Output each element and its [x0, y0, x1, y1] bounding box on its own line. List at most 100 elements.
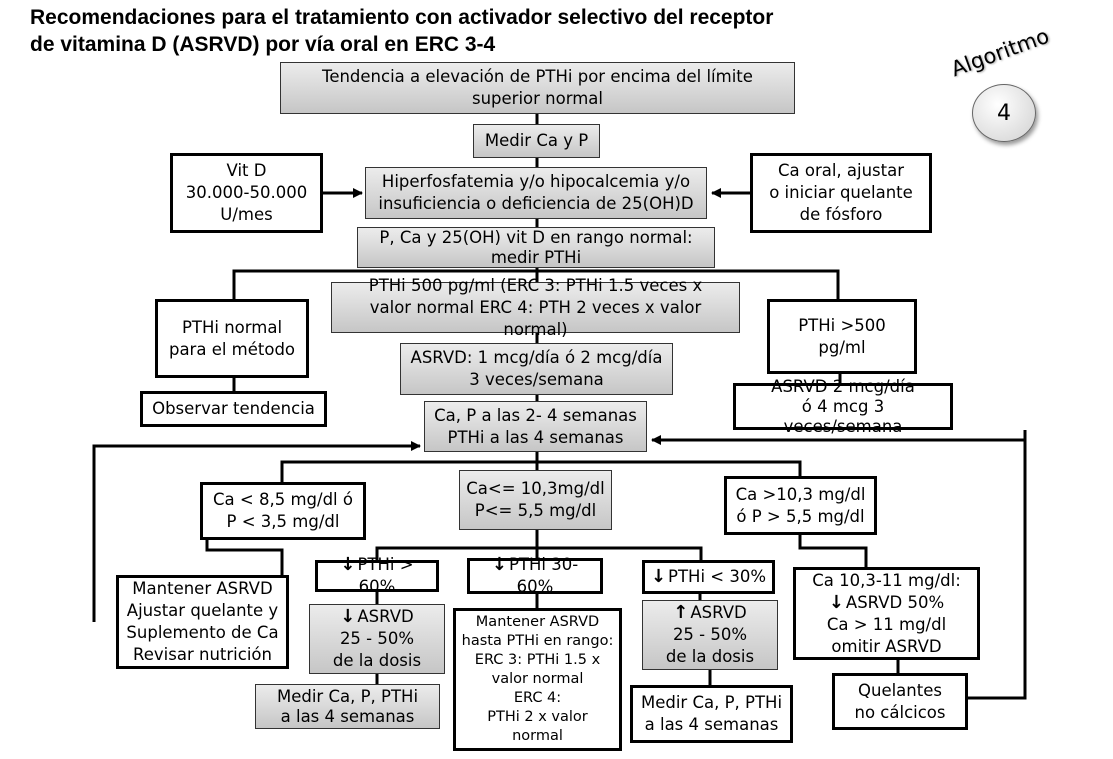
- arrow-down-icon: ↓: [491, 554, 507, 575]
- node-medir-4-semanas-left: Medir Ca, P, PTHi a las 4 semanas: [255, 684, 440, 729]
- node-medir-ca-p: Medir Ca y P: [473, 124, 600, 158]
- node-ca-p-semanas: Ca, P a las 2- 4 semanas PTHi a las 4 sem…: [424, 401, 647, 452]
- node-asrvd-decrease: ↓ ASRVD 25 - 50% de la dosis: [309, 604, 445, 674]
- node-text: ASRVD: 1 mcg/día ó 2 mcg/día: [410, 348, 663, 367]
- node-text: PTHi 500 pg/ml (ERC 3: PTHi 1.5 veces x: [368, 275, 703, 295]
- node-tendencia-pthi: Tendencia a elevación de PTHi por encima…: [280, 62, 795, 114]
- node-text: 25 - 50%: [339, 629, 415, 648]
- arrow-down-icon: ↓: [828, 591, 844, 613]
- node-text: ASRVD: [357, 607, 414, 626]
- node-ca-low: Ca < 8,5 mg/dl ó P < 3,5 mg/dl: [200, 482, 366, 540]
- node-observar-tendencia: Observar tendencia: [140, 391, 327, 427]
- node-text: Medir Ca, P, PTHi: [276, 686, 419, 706]
- node-asrvd-2mcg: ASRVD 2 mcg/día ó 4 mcg 3 veces/semana: [733, 377, 953, 436]
- node-text: Ca oral, ajustar: [777, 161, 905, 180]
- node-text: Revisar nutrición: [133, 645, 272, 664]
- node-text: ERC 3: PTHi 1.5 x: [474, 652, 601, 668]
- node-text: insuficiencia o deficiencia de 25(OH)D: [378, 194, 694, 213]
- node-text: Ca<= 10,3mg/dl: [466, 479, 605, 498]
- node-text: normal: [512, 728, 563, 744]
- node-text: P < 3,5 mg/dl: [226, 512, 340, 531]
- node-text: o iniciar quelante: [769, 183, 913, 202]
- node-text: Medir Ca, P, PTHi: [640, 693, 783, 712]
- node-text: Ca 10,3-11 mg/dl:: [812, 570, 961, 590]
- node-text: superior normal: [471, 89, 603, 108]
- node-quelantes: Quelantes no cálcicos: [832, 673, 968, 730]
- node-text: para el método: [168, 339, 296, 359]
- node-text: Tendencia a elevación de PTHi por encima…: [322, 67, 753, 86]
- title-line-1: Recomendaciones para el tratamiento con …: [30, 6, 774, 29]
- node-text: Hiperfosfatemia y/o hipocalcemia y/o: [381, 172, 691, 191]
- node-text: ó 4 mcg 3 veces/semana: [783, 396, 903, 436]
- node-text: ASRVD: [690, 603, 747, 622]
- node-text: Ca < 8,5 mg/dl ó: [213, 490, 353, 509]
- node-text: 3 veces/semana: [469, 370, 604, 389]
- node-mantener-ajustar: Mantener ASRVD Ajustar quelante y Suplemen…: [116, 575, 289, 669]
- arrow-down-icon: ↓: [340, 554, 356, 575]
- node-pthi-gt-500: PTHi >500 pg/ml: [767, 299, 917, 374]
- node-text: 25 - 50%: [672, 625, 748, 644]
- node-text: no cálcicos: [854, 702, 946, 722]
- node-text: Observar tendencia: [152, 399, 315, 418]
- node-text: P, Ca y 25(OH) vit D en rango normal:: [379, 227, 693, 247]
- node-text: hasta PTHi en rango:: [461, 633, 614, 649]
- node-text: Ca, P a las 2- 4 semanas: [434, 405, 637, 425]
- node-text: P<= 5,5 mg/dl: [474, 501, 597, 520]
- node-text: de la dosis: [665, 647, 755, 666]
- node-text: PTHi 30-60%: [508, 555, 579, 596]
- node-text: PTHi > 60%: [357, 555, 414, 596]
- node-text: pg/ml: [818, 337, 866, 357]
- node-text: Vit D: [226, 161, 267, 180]
- node-text: PTHi a las 4 semanas: [447, 427, 624, 447]
- node-text: Mantener ASRVD: [475, 614, 600, 630]
- node-pthi-gt-60: ↓ PTHi > 60%: [315, 554, 439, 596]
- arrow-down-icon: ↓: [650, 566, 667, 587]
- node-asrvd-increase: ↑ ASRVD 25 - 50% de la dosis: [642, 600, 778, 670]
- node-ca-oral: Ca oral, ajustar o iniciar quelante de fós…: [750, 153, 932, 233]
- node-text: ó P > 5,5 mg/dl: [736, 506, 865, 526]
- node-text: PTHi < 30%: [668, 567, 767, 586]
- algorithm-number-badge: 4: [972, 84, 1036, 142]
- node-text: 30.000-50.000: [185, 183, 308, 202]
- node-pthi-30-60: ↓ PTHi 30-60%: [467, 554, 603, 596]
- node-ca-mid: Ca<= 10,3mg/dl P<= 5,5 mg/dl: [459, 470, 612, 530]
- node-text: medir PTHi: [490, 247, 582, 267]
- node-text: ERC 4:: [513, 690, 562, 706]
- node-text: ASRVD 50%: [845, 592, 945, 612]
- node-text: de fósforo: [799, 205, 883, 224]
- node-text: Suplemento de Ca: [126, 623, 279, 642]
- node-mantener-hasta: Mantener ASRVD hasta PTHi en rango: ERC …: [453, 608, 622, 751]
- node-text: a las 4 semanas: [280, 706, 415, 726]
- node-pthi-lt-30: ↓ PTHi < 30%: [642, 560, 775, 594]
- arrow-up-icon: ↑: [673, 602, 689, 623]
- node-text: Ca >10,3 mg/dl: [735, 484, 866, 504]
- node-text: U/mes: [220, 205, 273, 224]
- node-text: Medir Ca y P: [484, 131, 589, 150]
- node-asrvd-dosis: ASRVD: 1 mcg/día ó 2 mcg/día 3 veces/sema…: [400, 343, 673, 395]
- algorithm-number: 4: [997, 100, 1011, 126]
- node-ca-high: Ca >10,3 mg/dl ó P > 5,5 mg/dl: [724, 476, 877, 535]
- node-rango-normal: P, Ca y 25(OH) vit D en rango normal: med…: [357, 227, 715, 268]
- node-text: Quelantes: [858, 680, 942, 700]
- node-vit-d: Vit D 30.000-50.000 U/mes: [170, 153, 323, 233]
- node-ca-10-11: Ca 10,3-11 mg/dl: ↓ ASRVD 50% Ca > 11 mg/…: [793, 567, 980, 660]
- node-text: Ajustar quelante y: [126, 601, 279, 620]
- node-text: ASRVD 2 mcg/día: [771, 376, 915, 396]
- node-text: Mantener ASRVD: [132, 579, 273, 598]
- node-text: a las 4 semanas: [644, 715, 779, 734]
- node-text: de la dosis: [332, 651, 422, 670]
- node-text: PTHi 2 x valor: [487, 709, 588, 725]
- node-medir-4-semanas-right: Medir Ca, P, PTHi a las 4 semanas: [630, 685, 793, 743]
- node-text: PTHi normal: [181, 317, 283, 337]
- node-text: valor normal ERC 4: PTH 2 veces x valor …: [369, 297, 702, 339]
- arrow-down-icon: ↓: [340, 606, 356, 627]
- node-text: valor normal: [491, 671, 584, 687]
- page-title: Recomendaciones para el tratamiento con …: [30, 4, 773, 58]
- node-hiperfosfatemia: Hiperfosfatemia y/o hipocalcemia y/o insu…: [365, 167, 707, 219]
- node-pthi-normal: PTHi normal para el método: [155, 299, 309, 378]
- title-line-2: de vitamina D (ASRVD) por vía oral en ER…: [30, 33, 496, 56]
- node-text: Ca > 11 mg/dl: [826, 614, 947, 634]
- node-text: omitir ASRVD: [831, 636, 942, 656]
